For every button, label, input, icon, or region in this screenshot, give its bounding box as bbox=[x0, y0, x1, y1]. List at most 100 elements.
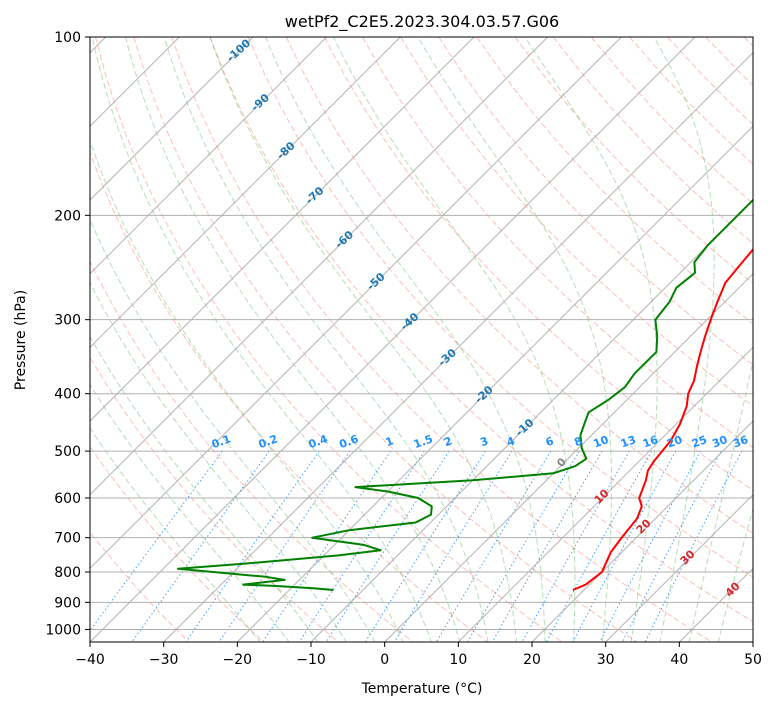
dry-adiabat-line bbox=[323, 37, 753, 491]
dry-adiabat-line bbox=[133, 37, 638, 642]
x-tick-label: −10 bbox=[296, 652, 326, 668]
mixing-ratio-label: 30 bbox=[710, 433, 729, 451]
y-tick-label: 900 bbox=[54, 595, 81, 611]
mixing-ratio-line bbox=[90, 450, 223, 632]
mixing-ratio-label: 20 bbox=[665, 433, 684, 451]
mixing-ratio-line bbox=[621, 450, 722, 642]
x-tick-label: 10 bbox=[449, 652, 467, 668]
isotherm-line bbox=[90, 37, 401, 349]
x-axis: −40 −30 −20 −10 0 10 20 30 40 50 bbox=[75, 642, 762, 668]
moist-adiabat-line bbox=[717, 506, 753, 642]
x-tick-label: 40 bbox=[670, 652, 688, 668]
x-axis-label: Temperature (°C) bbox=[361, 681, 483, 697]
dry-adiabat-line bbox=[705, 37, 753, 86]
dry-adiabat-line bbox=[743, 37, 753, 47]
moist-adiabat-line bbox=[265, 37, 546, 642]
mixing-ratio-label: 16 bbox=[641, 433, 660, 451]
moist-adiabat-line bbox=[524, 37, 658, 642]
y-tick-label: 400 bbox=[54, 387, 81, 403]
moist-adiabat-line bbox=[125, 37, 461, 642]
dry-adiabat-line bbox=[90, 260, 414, 642]
chart-title: wetPf2_C2E5.2023.304.03.57.G06 bbox=[285, 12, 559, 32]
profile-series bbox=[176, 198, 753, 591]
mixing-ratio-line bbox=[545, 450, 653, 642]
x-tick-label: 20 bbox=[523, 652, 541, 668]
mixing-ratio-line bbox=[491, 450, 603, 642]
moist-adiabat-line bbox=[90, 383, 290, 642]
y-tick-label: 600 bbox=[54, 491, 81, 507]
mixing-ratio-label: 4 bbox=[505, 434, 517, 449]
mixing-ratio-line bbox=[262, 450, 392, 642]
isotherm-line bbox=[90, 37, 475, 422]
mixing-ratio-label: 13 bbox=[619, 433, 638, 450]
isotherm-line bbox=[310, 199, 753, 642]
x-tick-label: −20 bbox=[223, 652, 253, 668]
x-tick-label: −30 bbox=[149, 652, 179, 668]
isotherm-line bbox=[236, 125, 753, 642]
moist-adiabat-line bbox=[417, 37, 613, 642]
pressure-gridlines bbox=[90, 37, 753, 630]
moist-adiabat-line bbox=[90, 335, 319, 642]
mixing-ratio-label: 10 bbox=[592, 433, 611, 451]
dry-adiabat-line bbox=[90, 151, 488, 642]
moist-adiabat-line bbox=[90, 427, 261, 642]
isotherm-line bbox=[163, 51, 753, 642]
mixing-ratio-label: 6 bbox=[544, 434, 556, 449]
mixing-ratio-line bbox=[185, 450, 320, 642]
isotherm-line bbox=[90, 37, 549, 496]
dry-adiabat-line bbox=[438, 37, 753, 366]
mixing-ratio-label: 1 bbox=[384, 434, 396, 449]
mixing-ratio-label: 1.5 bbox=[412, 432, 435, 451]
isotherm-line bbox=[605, 493, 753, 642]
mixing-ratio-line bbox=[325, 450, 450, 642]
moist-adiabat-line bbox=[90, 218, 376, 642]
dry-adiabat-line bbox=[476, 37, 753, 325]
dry-adiabat-line bbox=[590, 37, 753, 205]
y-tick-label: 1000 bbox=[45, 622, 81, 638]
moist-adiabat-line bbox=[653, 37, 715, 642]
mixing-ratio-label: 8 bbox=[572, 434, 584, 449]
x-tick-label: 0 bbox=[380, 652, 389, 668]
y-axis-label: Pressure (hPa) bbox=[13, 290, 29, 390]
y-tick-label: 800 bbox=[54, 565, 81, 581]
y-tick-label: 500 bbox=[54, 444, 81, 460]
moist-adiabat-line bbox=[91, 37, 432, 642]
plot-frame bbox=[89, 36, 754, 643]
dry-adiabat-line bbox=[171, 37, 712, 642]
isotherm-line bbox=[90, 37, 696, 642]
y-tick-label: 200 bbox=[54, 208, 81, 224]
mixing-ratio-line bbox=[644, 450, 743, 642]
dry-adiabat-line bbox=[400, 37, 753, 407]
temperature-profile-line bbox=[572, 247, 753, 591]
mixing-ratio-label: 0.6 bbox=[338, 432, 361, 451]
isotherm-line bbox=[90, 37, 622, 570]
mixing-ratio-line bbox=[599, 450, 701, 642]
isotherm-line bbox=[384, 272, 753, 642]
dry-adiabat-line bbox=[285, 37, 753, 534]
mixing-ratio-label: 0.4 bbox=[307, 432, 330, 451]
y-tick-label: 100 bbox=[54, 30, 81, 46]
x-tick-label: 30 bbox=[597, 652, 615, 668]
y-tick-label: 700 bbox=[54, 531, 81, 547]
mixing-ratio-line bbox=[521, 450, 630, 642]
moist-adiabat-line bbox=[90, 138, 404, 642]
isotherm-line bbox=[678, 567, 753, 642]
isotherm-line bbox=[531, 420, 753, 642]
mixing-ratio-line bbox=[131, 450, 270, 642]
dry-adiabat-line bbox=[90, 445, 264, 642]
moist-adiabat-label: 10 bbox=[592, 486, 612, 506]
mixing-ratio-line bbox=[572, 450, 677, 642]
x-tick-label: 50 bbox=[744, 652, 762, 668]
isotherm-line bbox=[90, 37, 328, 275]
moist-adiabat-line bbox=[163, 37, 489, 642]
dewpoint-profile-line bbox=[176, 198, 753, 591]
mixing-ratio-label: 3 bbox=[478, 434, 490, 449]
isotherm-line bbox=[457, 346, 753, 642]
isotherm-line bbox=[90, 37, 254, 201]
mixing-ratio-line bbox=[298, 450, 425, 642]
mixing-ratio-line bbox=[218, 450, 351, 642]
mixing-ratio-label: 36 bbox=[731, 433, 750, 451]
mixing-ratio-line bbox=[435, 450, 552, 642]
moist-adiabat-label: 30 bbox=[678, 547, 698, 567]
